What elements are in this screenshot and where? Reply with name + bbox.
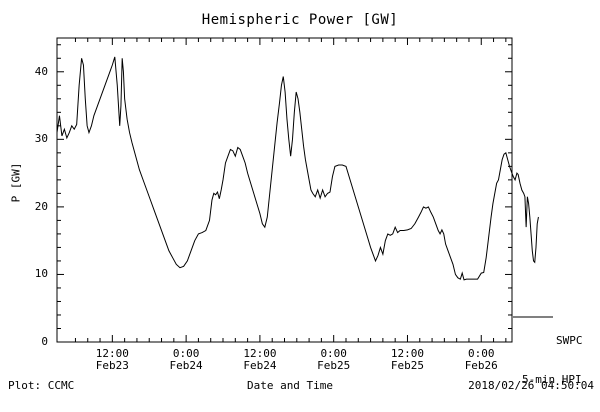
x-axis-title: Date and Time xyxy=(246,379,334,392)
x-tick-time: 0:00 xyxy=(468,347,495,360)
x-tick-label: 0:00 Feb24 xyxy=(151,348,221,372)
y-tick-label: 30 xyxy=(34,132,48,146)
y-tick-label: 40 xyxy=(34,64,48,78)
x-tick-time: 12:00 xyxy=(390,347,425,360)
x-tick-time: 0:00 xyxy=(320,347,347,360)
chart-page: Hemispheric Power [GW] P [GW] Date and T… xyxy=(8,12,594,392)
legend-label-source: SWPC xyxy=(556,334,583,347)
x-tick-label: 12:00 Feb23 xyxy=(77,348,147,372)
x-tick-date: Feb25 xyxy=(390,359,425,372)
plot-credit: Plot: CCMC xyxy=(8,379,75,392)
x-tick-label: 0:00 Feb25 xyxy=(299,348,369,372)
x-tick-date: Feb24 xyxy=(169,359,203,372)
axis-ticks xyxy=(57,38,512,343)
legend-label-product: 5-min HPI xyxy=(522,373,582,386)
data-line-swpc-5min-hpi xyxy=(56,56,539,281)
x-tick-time: 12:00 xyxy=(95,347,129,360)
x-tick-time: 12:00 xyxy=(243,347,277,360)
x-tick-date: Feb26 xyxy=(464,359,498,372)
y-tick-label: 10 xyxy=(34,267,48,281)
x-tick-label: 12:00 Feb24 xyxy=(225,348,295,372)
legend: SWPC 5-min HPI xyxy=(522,308,583,412)
plot-area xyxy=(56,37,553,343)
x-tick-time: 0:00 xyxy=(172,347,200,360)
plot-timestamp: 2018/02/26 04:50:04 xyxy=(468,379,594,392)
x-tick-date: Feb24 xyxy=(243,359,277,372)
x-tick-label: 0:00 Feb26 xyxy=(446,348,516,372)
x-tick-label: 12:00 Feb25 xyxy=(372,348,442,372)
y-tick-label: 20 xyxy=(34,199,48,213)
x-tick-date: Feb25 xyxy=(317,359,351,372)
chart-title: Hemispheric Power [GW] xyxy=(201,12,399,28)
y-tick-label: 0 xyxy=(41,335,48,348)
x-tick-date: Feb23 xyxy=(95,359,129,372)
